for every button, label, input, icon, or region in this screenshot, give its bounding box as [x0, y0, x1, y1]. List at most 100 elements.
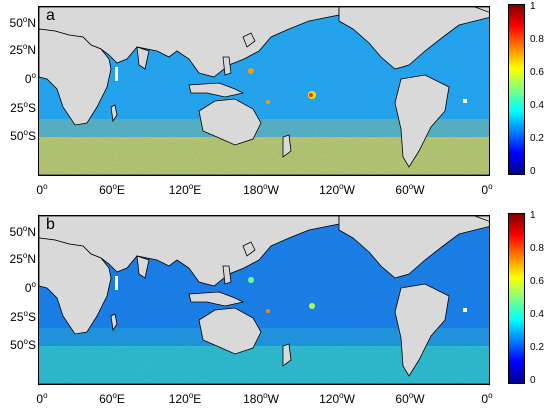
degree-symbol: o [188, 391, 194, 400]
lat-label-4: 50oS [10, 128, 36, 143]
degree-symbol: o [22, 42, 28, 51]
lon-label-direction: W [413, 183, 425, 197]
lon-label-value: 60 [395, 183, 409, 197]
hotspots [248, 68, 316, 104]
colorbar-tick: 1 [530, 210, 536, 221]
colorbar-tick: 0.4 [530, 309, 544, 320]
lat-label-3: 25oS [10, 309, 36, 324]
lon-label-4: 120oW [319, 391, 355, 406]
lon-label-0: 0o [36, 182, 48, 197]
lon-label-value: 120 [168, 183, 189, 197]
lon-label-6: 0o [481, 391, 493, 406]
degree-symbol: o [31, 280, 36, 289]
degree-symbol: o [23, 100, 28, 109]
lon-label-direction: E [193, 183, 202, 197]
map-panel-a: a 50oN 25oN 0o 25oS 50oS 0o 60oE 120oE 180oW 120… [9, 1, 544, 197]
lon-label-4: 120oW [319, 182, 355, 197]
hotspot-central-pacific [266, 309, 270, 313]
lon-label-value: 60 [99, 183, 113, 197]
degree-symbol: o [339, 391, 344, 400]
lon-label-5: 60oW [395, 182, 425, 197]
land-australia [198, 98, 262, 146]
degree-symbol: o [488, 391, 493, 400]
degree-symbol: o [43, 391, 48, 400]
colorbar-tick: 0.6 [530, 276, 544, 287]
hotspot-east-pacific [309, 303, 315, 309]
lat-label-direction: S [27, 101, 36, 115]
colorbar-tick: 0 [530, 375, 536, 386]
lat-label-3: 25oS [10, 100, 36, 115]
lat-label-direction: S [27, 310, 36, 324]
colorbar-tick: 1 [530, 1, 536, 12]
land-greenland [474, 7, 489, 13]
lat-label-direction: N [27, 252, 36, 266]
lon-label-direction: W [267, 392, 279, 406]
degree-symbol: o [408, 182, 414, 191]
land-madagascar [110, 313, 118, 332]
lon-label-direction: W [343, 183, 355, 197]
panel-label-b: b [46, 216, 55, 233]
degree-symbol: o [339, 182, 344, 191]
degree-symbol: o [23, 337, 28, 346]
lat-label-4: 50oS [10, 337, 36, 352]
land-north-america [338, 216, 489, 279]
lat-label-2: 0o [24, 71, 36, 86]
lon-label-value: 0 [481, 392, 489, 406]
degree-symbol: o [22, 224, 28, 233]
lat-label-direction: S [27, 338, 36, 352]
lat-label-value: 25 [9, 43, 23, 57]
lat-label-direction: N [27, 16, 36, 30]
hotspots [248, 277, 315, 313]
colorbar-b [508, 213, 525, 384]
lon-label-value: 120 [319, 392, 340, 406]
land-philippines [222, 56, 232, 76]
lon-label-value: 120 [168, 392, 189, 406]
land-japan [242, 241, 256, 257]
degree-symbol: o [188, 182, 194, 191]
lat-label-direction: N [27, 225, 36, 239]
land-north-america [338, 7, 489, 70]
degree-symbol: o [23, 309, 28, 318]
land-south-america [394, 283, 450, 377]
lon-label-0: 0o [36, 391, 48, 406]
degree-symbol: o [23, 128, 28, 137]
lat-label-value: 25 [10, 310, 24, 324]
colorbar-tick: 0.4 [530, 100, 544, 111]
land-africa [39, 237, 112, 335]
degree-symbol: o [22, 15, 28, 24]
lon-label-direction: W [267, 183, 279, 197]
colorbar-tick: 0.8 [530, 243, 544, 254]
lat-label-value: 0 [24, 72, 32, 86]
lat-label-value: 25 [9, 252, 23, 266]
land-india [136, 46, 150, 70]
lat-label-value: 25 [10, 101, 24, 115]
land-japan [242, 32, 256, 48]
lat-label-direction: S [27, 129, 36, 143]
degree-symbol: o [31, 71, 36, 80]
lon-label-6: 0o [481, 182, 493, 197]
lon-label-value: 180 [243, 183, 264, 197]
panel-label-a: a [46, 7, 55, 24]
colorbar-tick: 0.8 [530, 34, 544, 45]
degree-symbol: o [408, 391, 414, 400]
lat-label-value: 50 [9, 16, 23, 30]
degree-symbol: o [488, 182, 493, 191]
landmasses [39, 7, 489, 175]
lon-label-value: 180 [243, 392, 264, 406]
colorbar-tick: 0.6 [530, 67, 544, 78]
degree-symbol: o [43, 182, 48, 191]
land-south-america [394, 74, 450, 168]
lat-label-0: 50oN [10, 224, 36, 239]
lon-label-direction: E [116, 183, 125, 197]
land-new-zealand [282, 343, 292, 367]
lon-label-value: 0 [36, 392, 44, 406]
land-indonesia [188, 82, 245, 98]
lat-label-1: 25oN [9, 42, 36, 57]
atlantic-artifact [463, 99, 467, 103]
lon-label-direction: E [193, 392, 202, 406]
lon-label-value: 0 [36, 183, 44, 197]
land-india [136, 255, 150, 279]
land-new-zealand [282, 134, 292, 158]
lat-label-direction: N [27, 43, 36, 57]
land-philippines [222, 265, 232, 285]
